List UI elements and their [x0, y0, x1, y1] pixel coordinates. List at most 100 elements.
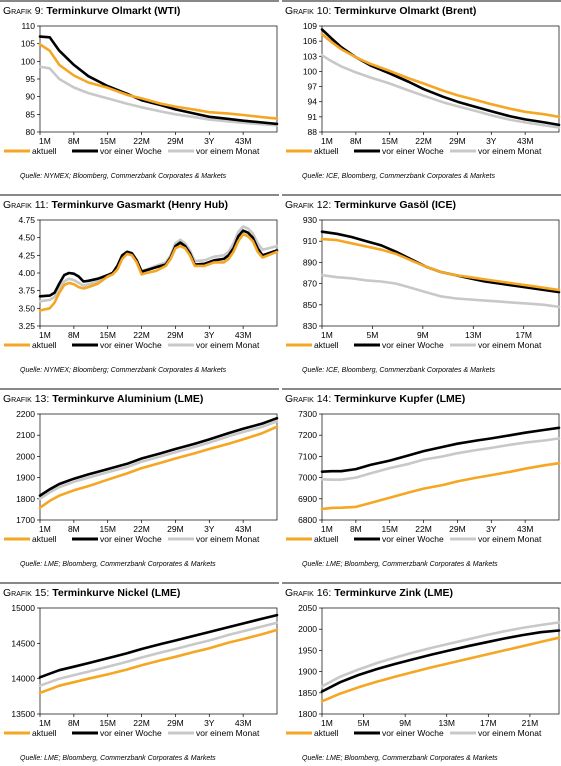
x-tick-label: 3Y — [204, 136, 215, 146]
chart-title-text: Terminkurve Gasöl (ICE) — [334, 199, 456, 211]
series-line-aktuell — [320, 237, 561, 292]
y-tick-label: 7200 — [298, 430, 317, 440]
y-tick-label: 3.75 — [18, 286, 35, 296]
series-line-aktuell — [38, 425, 279, 509]
x-tick-label: 43M — [235, 524, 252, 534]
chart-title-text: Terminkurve Aluminium (LME) — [52, 393, 203, 405]
x-tick-label: 1M — [39, 718, 51, 728]
chart-title: Grafik 13: Terminkurve Aluminium (LME) — [3, 393, 203, 405]
y-tick-label: 6900 — [298, 494, 317, 504]
x-tick-label: 22M — [415, 524, 432, 534]
x-tick-label: 1M — [321, 136, 333, 146]
y-tick-label: 95 — [26, 74, 36, 84]
legend-label: vor einer Woche — [100, 340, 162, 350]
y-tick-label: 1800 — [16, 494, 35, 504]
x-tick-label: 1M — [321, 524, 333, 534]
x-tick-label: 8M — [68, 524, 80, 534]
x-tick-label: 43M — [235, 718, 252, 728]
y-tick-label: 1900 — [298, 667, 317, 677]
chart-title: Grafik 12: Terminkurve Gasöl (ICE) — [285, 199, 456, 211]
chart-title-text: Terminkurve Olmarkt (Brent) — [334, 5, 476, 17]
x-tick-label: 5M — [367, 330, 379, 340]
source-note: Quelle: LME; Bloomberg, Commerzbank Corp… — [302, 755, 498, 762]
y-tick-label: 97 — [308, 82, 318, 92]
y-tick-label: 7000 — [298, 473, 317, 483]
x-tick-label: 9M — [399, 718, 411, 728]
x-tick-label: 3Y — [486, 524, 497, 534]
x-tick-label: 1M — [321, 330, 333, 340]
chart-panel-8: Grafik 16: Terminkurve Zink (LME) 1800 185… — [282, 582, 561, 762]
series-line-vor-einem-monat — [38, 621, 279, 687]
chart-panel-2: Grafik 10: Terminkurve Olmarkt (Brent) 88… — [282, 0, 561, 180]
legend-label: vor einer Woche — [382, 534, 444, 544]
series-line-vor-einem-monat — [320, 54, 561, 129]
legend-label: vor einer Woche — [382, 146, 444, 156]
x-tick-label: 22M — [133, 330, 150, 340]
x-tick-label: 21M — [522, 718, 539, 728]
series-line-vor-einer-woche — [320, 426, 561, 473]
source-note: Quelle: NYMEX; Bloomberg, Commerzbank Co… — [20, 173, 227, 180]
source-note: Quelle: ICE, Bloomberg, Commerzbank Corp… — [302, 173, 495, 180]
chart-number: Grafik 12: — [285, 199, 334, 211]
series-line-vor-einer-woche — [320, 629, 561, 693]
legend-label: aktuell — [314, 340, 339, 350]
x-tick-label: 1M — [39, 330, 51, 340]
series-line-vor-einem-monat — [320, 621, 561, 688]
chart-panel-5: Grafik 13: Terminkurve Aluminium (LME) 17… — [0, 388, 279, 568]
y-tick-label: 2100 — [16, 430, 35, 440]
y-tick-label: 1800 — [298, 709, 317, 719]
y-tick-label: 88 — [308, 127, 318, 137]
chart-title: Grafik 9: Terminkurve Olmarkt (WTI) — [3, 5, 180, 17]
y-tick-label: 890 — [303, 257, 317, 267]
x-tick-label: 1M — [39, 524, 51, 534]
x-tick-label: 15M — [99, 330, 116, 340]
x-tick-label: 9M — [417, 330, 429, 340]
chart-panel-1: Grafik 9: Terminkurve Olmarkt (WTI) 80 85 9… — [0, 0, 279, 180]
chart-number: Grafik 13: — [3, 393, 52, 405]
x-tick-label: 8M — [350, 136, 362, 146]
x-tick-label: 29M — [167, 330, 184, 340]
series-line-aktuell — [38, 232, 279, 312]
legend-label: aktuell — [314, 534, 339, 544]
legend-label: vor einem Monat — [196, 340, 260, 350]
y-tick-label: 13500 — [11, 709, 35, 719]
y-tick-label: 4.00 — [18, 268, 35, 278]
x-tick-label: 13M — [465, 330, 482, 340]
legend-label: vor einem Monat — [478, 340, 542, 350]
chart-number: Grafik 9: — [3, 5, 46, 17]
source-note: Quelle: NYMEX; Bloomberg; Commerzbank Co… — [20, 367, 227, 374]
y-tick-label: 850 — [303, 300, 317, 310]
x-tick-label: 3Y — [486, 136, 497, 146]
y-tick-label: 3.50 — [18, 303, 35, 313]
y-tick-label: 109 — [303, 21, 317, 31]
chart-number: Grafik 10: — [285, 5, 334, 17]
x-tick-label: 29M — [167, 136, 184, 146]
chart-number: Grafik 11: — [3, 199, 51, 211]
chart-title: Grafik 15: Terminkurve Nickel (LME) — [3, 587, 180, 599]
source-note: Quelle: LME; Bloomberg, Commerzbank Corp… — [20, 561, 216, 568]
legend-label: aktuell — [32, 146, 57, 156]
y-tick-label: 2050 — [298, 603, 317, 613]
x-tick-label: 29M — [167, 524, 184, 534]
series-line-vor-einem-monat — [38, 65, 279, 127]
chart-panel-3: Grafik 11: Terminkurve Gasmarkt (Henry H… — [0, 194, 279, 374]
legend-label: aktuell — [314, 146, 339, 156]
legend-label: vor einer Woche — [100, 146, 162, 156]
chart-number: Grafik 14: — [285, 393, 334, 405]
series-line-vor-einem-monat — [320, 273, 561, 309]
y-tick-label: 1700 — [16, 515, 35, 525]
x-tick-label: 43M — [235, 136, 252, 146]
chart-title-text: Terminkurve Nickel (LME) — [52, 587, 180, 599]
y-tick-label: 14500 — [11, 638, 35, 648]
chart-title-text: Terminkurve Olmarkt (WTI) — [46, 5, 180, 17]
series-line-aktuell — [38, 43, 279, 120]
y-tick-label: 870 — [303, 279, 317, 289]
source-note: Quelle: LME; Bloomberg, Commerzbank Corp… — [20, 755, 216, 762]
x-tick-label: 3Y — [204, 524, 215, 534]
y-tick-label: 930 — [303, 215, 317, 225]
chart-title-text: Terminkurve Zink (LME) — [334, 587, 453, 599]
x-tick-label: 43M — [235, 330, 252, 340]
series-line-vor-einer-woche — [38, 229, 279, 298]
y-tick-label: 4.75 — [18, 215, 35, 225]
legend-label: aktuell — [32, 340, 57, 350]
